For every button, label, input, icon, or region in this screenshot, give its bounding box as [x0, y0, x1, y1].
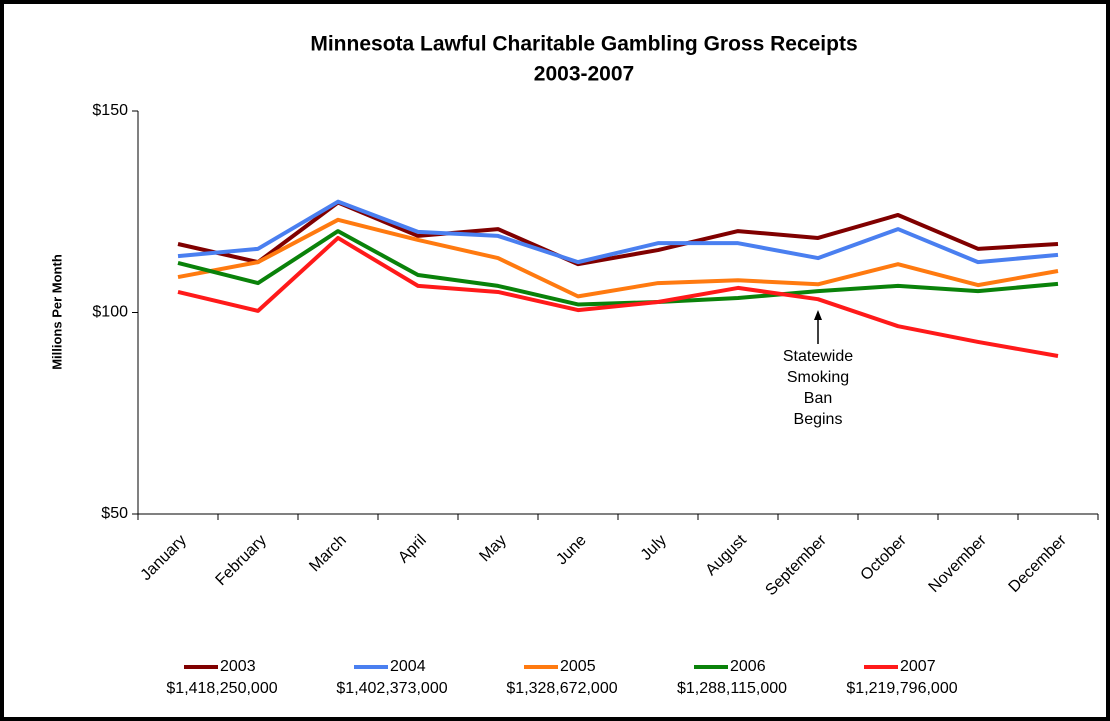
legend-label: 2005	[560, 658, 596, 675]
legend-label: 2007	[900, 658, 936, 675]
y-tick-label: $50	[101, 505, 128, 522]
annotation-arrowhead	[814, 310, 822, 320]
annotation-text: Smoking	[787, 369, 849, 386]
chart-subtitle: 2003-2007	[534, 63, 634, 86]
legend-label: 2006	[730, 658, 766, 675]
legend-total: $1,418,250,000	[166, 680, 277, 697]
series-line	[177, 229, 1059, 307]
legend-total: $1,402,373,000	[336, 680, 447, 697]
series-line	[177, 235, 1059, 358]
series-line	[177, 217, 1059, 299]
chart-title: Minnesota Lawful Charitable Gambling Gro…	[310, 33, 857, 56]
series-line	[177, 200, 1059, 267]
legend-label: 2004	[390, 658, 426, 675]
annotation-text: Statewide	[783, 348, 853, 365]
series-line	[177, 199, 1059, 265]
legend-total: $1,328,672,000	[506, 680, 617, 697]
annotation-text: Begins	[794, 411, 843, 428]
y-tick-label: $100	[92, 304, 128, 321]
annotation-text: Ban	[804, 390, 832, 407]
y-tick-label: $150	[92, 102, 128, 119]
legend-total: $1,219,796,000	[846, 680, 957, 697]
legend-label: 2003	[220, 658, 256, 675]
legend-total: $1,288,115,000	[677, 680, 787, 697]
y-axis-title: Millions Per Month	[49, 254, 64, 370]
